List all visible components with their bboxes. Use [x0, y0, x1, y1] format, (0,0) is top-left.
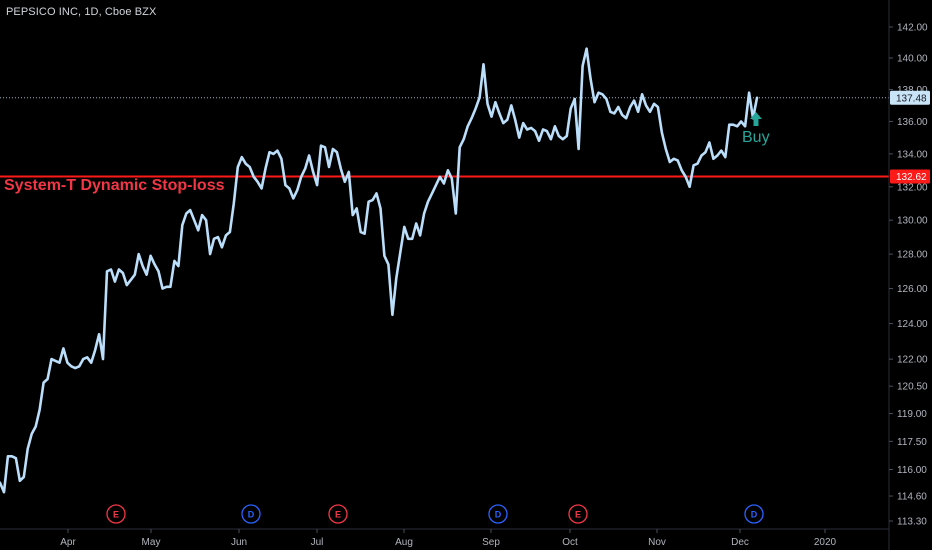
y-tick-label: 120.50	[897, 382, 928, 393]
stop-level-tag-bg	[890, 169, 930, 184]
y-tick-label: 116.00	[897, 465, 927, 476]
event-code: D	[248, 510, 255, 520]
dividend-marker[interactable]: D	[488, 504, 508, 524]
price-axis[interactable]: 142.00 140.00 138.00 136.00 134.00 132.00 130.…	[889, 23, 928, 528]
y-tick-label: 122.00	[897, 355, 928, 366]
y-tick-label: 132.00	[897, 182, 928, 193]
x-tick-label: Nov	[648, 537, 666, 548]
event-circle	[568, 504, 588, 524]
x-tick-label: 2020	[814, 537, 837, 548]
plot-area	[0, 47, 889, 494]
stop-loss-label: System-T Dynamic Stop-loss	[4, 177, 225, 194]
stop-level-tag-text: 132.62	[896, 172, 927, 183]
y-tick-label: 119.00	[897, 409, 927, 420]
y-tick-label: 113.30	[897, 517, 927, 528]
last-price-tag-bg	[890, 90, 930, 105]
buy-label: Buy	[742, 129, 770, 146]
earnings-marker[interactable]: E	[568, 504, 588, 524]
event-circle	[488, 504, 508, 524]
earnings-marker[interactable]: E	[106, 504, 126, 524]
x-tick-label: Jun	[231, 537, 247, 548]
dividend-marker[interactable]: D	[241, 504, 261, 524]
x-tick-label: Dec	[731, 537, 749, 548]
y-tick-label: 126.00	[897, 284, 928, 295]
last-price-tag: 137.48	[890, 90, 930, 105]
y-tick-label: 130.00	[897, 216, 928, 227]
y-tick-label: 138.00	[897, 85, 928, 96]
event-code: D	[495, 510, 502, 520]
dividend-marker[interactable]: D	[744, 504, 764, 524]
y-tick-label: 142.00	[897, 23, 928, 34]
y-tick-label: 140.00	[897, 54, 928, 65]
event-circle	[241, 504, 261, 524]
price-series-line	[0, 47, 759, 494]
x-tick-label: Oct	[562, 537, 578, 548]
event-circle	[106, 504, 126, 524]
price-tags: 137.48 132.62	[890, 90, 930, 184]
y-tick-label: 136.00	[897, 117, 928, 128]
x-tick-label: Aug	[395, 537, 413, 548]
y-tick-label: 124.00	[897, 319, 928, 330]
y-tick-label: 134.00	[897, 149, 928, 160]
earnings-marker[interactable]: E	[328, 504, 348, 524]
event-code: E	[335, 510, 341, 520]
time-axis[interactable]: Apr May Jun Jul Aug Sep Oct Nov Dec 2020	[60, 529, 837, 548]
y-tick-label: 117.50	[897, 437, 927, 448]
event-code: E	[575, 510, 581, 520]
event-code: E	[113, 510, 119, 520]
x-tick-label: May	[142, 537, 161, 548]
stop-level-tag: 132.62	[890, 169, 930, 184]
x-tick-label: Jul	[311, 537, 324, 548]
buy-arrow-icon	[750, 112, 762, 126]
event-circle	[744, 504, 764, 524]
x-tick-label: Apr	[60, 537, 76, 548]
x-tick-label: Sep	[482, 537, 500, 548]
y-tick-label: 128.00	[897, 250, 928, 261]
event-code: D	[751, 510, 758, 520]
y-tick-label: 114.60	[897, 492, 927, 503]
event-circle	[328, 504, 348, 524]
last-price-tag-text: 137.48	[896, 93, 927, 104]
symbol-title: PEPSICO INC, 1D, Cboe BZX	[6, 6, 157, 18]
